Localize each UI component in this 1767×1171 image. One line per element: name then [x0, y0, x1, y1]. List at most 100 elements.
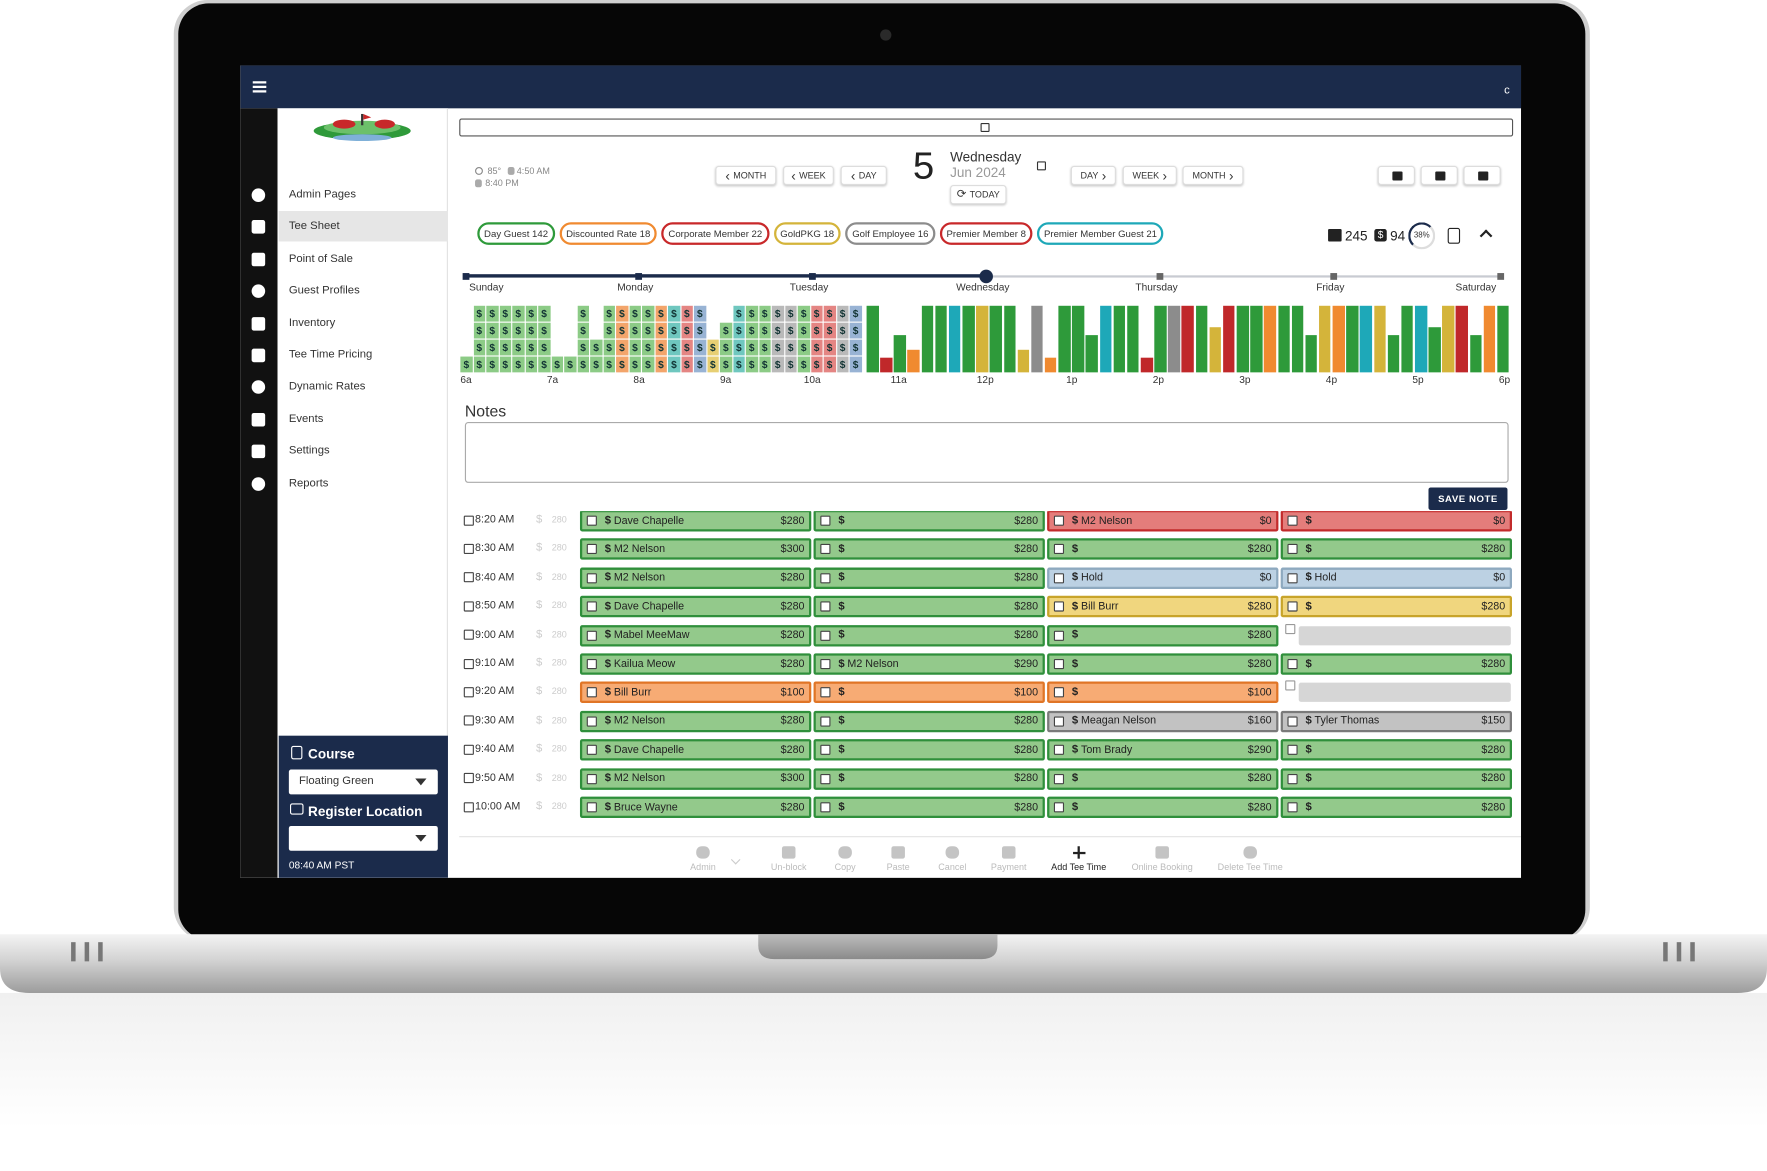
view-button[interactable] [1377, 165, 1415, 186]
slot-checkbox[interactable] [820, 572, 831, 584]
player-slot[interactable]: $ M2 Nelson $280 [579, 567, 812, 589]
player-slot[interactable]: $ Bill Burr $100 [579, 681, 812, 704]
nav-forward-button[interactable]: WEEK › [1122, 165, 1177, 186]
tool-label[interactable]: Paste [886, 862, 910, 873]
player-slot[interactable]: $ $100 [1047, 681, 1279, 704]
slot-checkbox[interactable] [1053, 716, 1065, 727]
player-slot[interactable]: $ Bill Burr $280 [1047, 595, 1279, 618]
player-slot[interactable]: $ Meagan Nelson $160 [1047, 710, 1279, 733]
slot-checkbox[interactable] [820, 744, 831, 756]
slot-checkbox[interactable] [1053, 802, 1065, 813]
player-slot[interactable]: $ Kailua Meow $280 [579, 653, 812, 675]
player-slot[interactable]: $ $280 [1280, 538, 1512, 561]
slot-checkbox[interactable] [820, 515, 831, 526]
row-checkbox[interactable] [463, 572, 474, 583]
slot-checkbox[interactable] [1053, 572, 1065, 584]
slot-checkbox[interactable] [586, 687, 597, 698]
slot-checkbox[interactable] [1053, 744, 1065, 756]
slot-checkbox[interactable] [1053, 630, 1065, 641]
slot-checkbox[interactable] [820, 601, 831, 612]
admin-dropdown-arrow[interactable] [730, 855, 741, 865]
tool-label[interactable]: Delete Tee Time [1217, 862, 1283, 873]
user-initial[interactable]: c [1504, 84, 1510, 98]
player-slot[interactable]: $ $280 [1280, 739, 1512, 761]
slot-checkbox[interactable] [1287, 658, 1298, 670]
open-slot[interactable] [1298, 683, 1511, 703]
weekday-label[interactable]: Tuesday [789, 281, 829, 293]
rate-chip[interactable]: Discounted Rate 18 [559, 222, 658, 245]
menu-item[interactable]: Events [288, 412, 324, 426]
menu-item[interactable]: Settings [288, 444, 330, 458]
row-checkbox[interactable] [463, 715, 474, 726]
row-checkbox[interactable] [463, 801, 474, 812]
rate-chip[interactable]: Premier Member Guest 21 [1037, 222, 1164, 245]
menu-item[interactable]: Admin Pages [288, 188, 356, 201]
register-select[interactable] [288, 825, 438, 851]
menu-item[interactable]: Point of Sale [288, 252, 353, 265]
notes-textarea[interactable] [464, 422, 1509, 483]
slot-checkbox[interactable] [1053, 658, 1065, 670]
row-checkbox[interactable] [463, 515, 474, 526]
slot-checkbox[interactable] [586, 744, 597, 756]
row-checkbox[interactable] [463, 687, 474, 698]
row-checkbox[interactable] [463, 658, 474, 669]
menu-item[interactable]: Tee Sheet [288, 220, 340, 233]
player-slot[interactable]: $ Bruce Wayne $280 [579, 796, 812, 819]
slot-checkbox[interactable] [586, 515, 597, 526]
player-slot[interactable]: $ $280 [813, 595, 1045, 618]
menu-item[interactable]: Tee Time Pricing [288, 348, 373, 362]
slot-checkbox[interactable] [1053, 515, 1065, 526]
tool-label[interactable]: Online Booking [1131, 862, 1193, 873]
slot-checkbox[interactable] [586, 544, 597, 555]
player-slot[interactable]: $ Tyler Thomas $150 [1280, 710, 1512, 733]
menu-item[interactable]: Guest Profiles [288, 284, 360, 297]
slot-checkbox[interactable] [1287, 601, 1298, 612]
player-slot[interactable]: $ $0 [1280, 511, 1512, 532]
row-checkbox[interactable] [463, 744, 474, 755]
player-slot[interactable]: $ $280 [1047, 538, 1279, 561]
player-slot[interactable]: $ $280 [813, 710, 1045, 733]
tool-label[interactable]: Payment [990, 862, 1027, 873]
slot-checkbox[interactable] [1053, 687, 1065, 698]
player-slot[interactable]: $ M2 Nelson $0 [1047, 511, 1279, 532]
weekday-label[interactable]: Sunday [469, 281, 504, 293]
tool-label[interactable]: Add Tee Time [1051, 862, 1107, 873]
slot-checkbox[interactable] [1053, 773, 1065, 784]
player-slot[interactable]: $ $280 [1280, 767, 1512, 790]
course-select[interactable]: Floating Green [288, 769, 438, 795]
menu-item[interactable]: Inventory [288, 316, 336, 330]
player-slot[interactable]: $ Dave Chapelle $280 [579, 595, 812, 618]
slot-checkbox[interactable] [1285, 680, 1296, 691]
player-slot[interactable]: $ Hold $0 [1280, 567, 1512, 589]
slot-checkbox[interactable] [586, 630, 597, 641]
slot-checkbox[interactable] [586, 658, 597, 670]
rate-chip[interactable]: GoldPKG 18 [773, 222, 841, 245]
open-slot[interactable] [1298, 625, 1511, 645]
player-slot[interactable]: $ Dave Chapelle $280 [579, 739, 812, 761]
player-slot[interactable]: $ $280 [813, 624, 1045, 647]
player-slot[interactable]: $ $280 [1047, 624, 1279, 647]
nav-forward-button[interactable]: MONTH › [1182, 165, 1244, 186]
slot-checkbox[interactable] [1053, 544, 1065, 555]
player-slot[interactable]: $ $280 [1047, 796, 1279, 819]
nav-back-button[interactable]: ‹ MONTH [715, 165, 777, 186]
slot-checkbox[interactable] [586, 716, 597, 727]
slot-checkbox[interactable] [586, 802, 597, 813]
player-slot[interactable]: $ $280 [813, 796, 1045, 819]
weekday-label[interactable]: Monday [617, 281, 654, 293]
player-slot[interactable]: $ M2 Nelson $290 [813, 653, 1045, 675]
row-checkbox[interactable] [463, 543, 474, 554]
weekday-label[interactable]: Thursday [1135, 281, 1178, 293]
slot-checkbox[interactable] [586, 572, 597, 584]
slot-checkbox[interactable] [820, 544, 831, 555]
player-slot[interactable]: $ $280 [813, 567, 1045, 589]
slot-checkbox[interactable] [1287, 716, 1298, 727]
save-note-button[interactable]: SAVE NOTE [1428, 487, 1508, 511]
rate-chip[interactable]: Golf Employee 16 [845, 222, 936, 245]
nav-forward-button[interactable]: DAY › [1070, 165, 1116, 186]
nav-back-button[interactable]: ‹ WEEK [783, 165, 834, 186]
slot-checkbox[interactable] [1287, 544, 1298, 555]
menu-item[interactable]: Reports [288, 476, 329, 490]
player-slot[interactable]: $ M2 Nelson $280 [579, 710, 812, 733]
player-slot[interactable]: $ $100 [813, 681, 1045, 704]
